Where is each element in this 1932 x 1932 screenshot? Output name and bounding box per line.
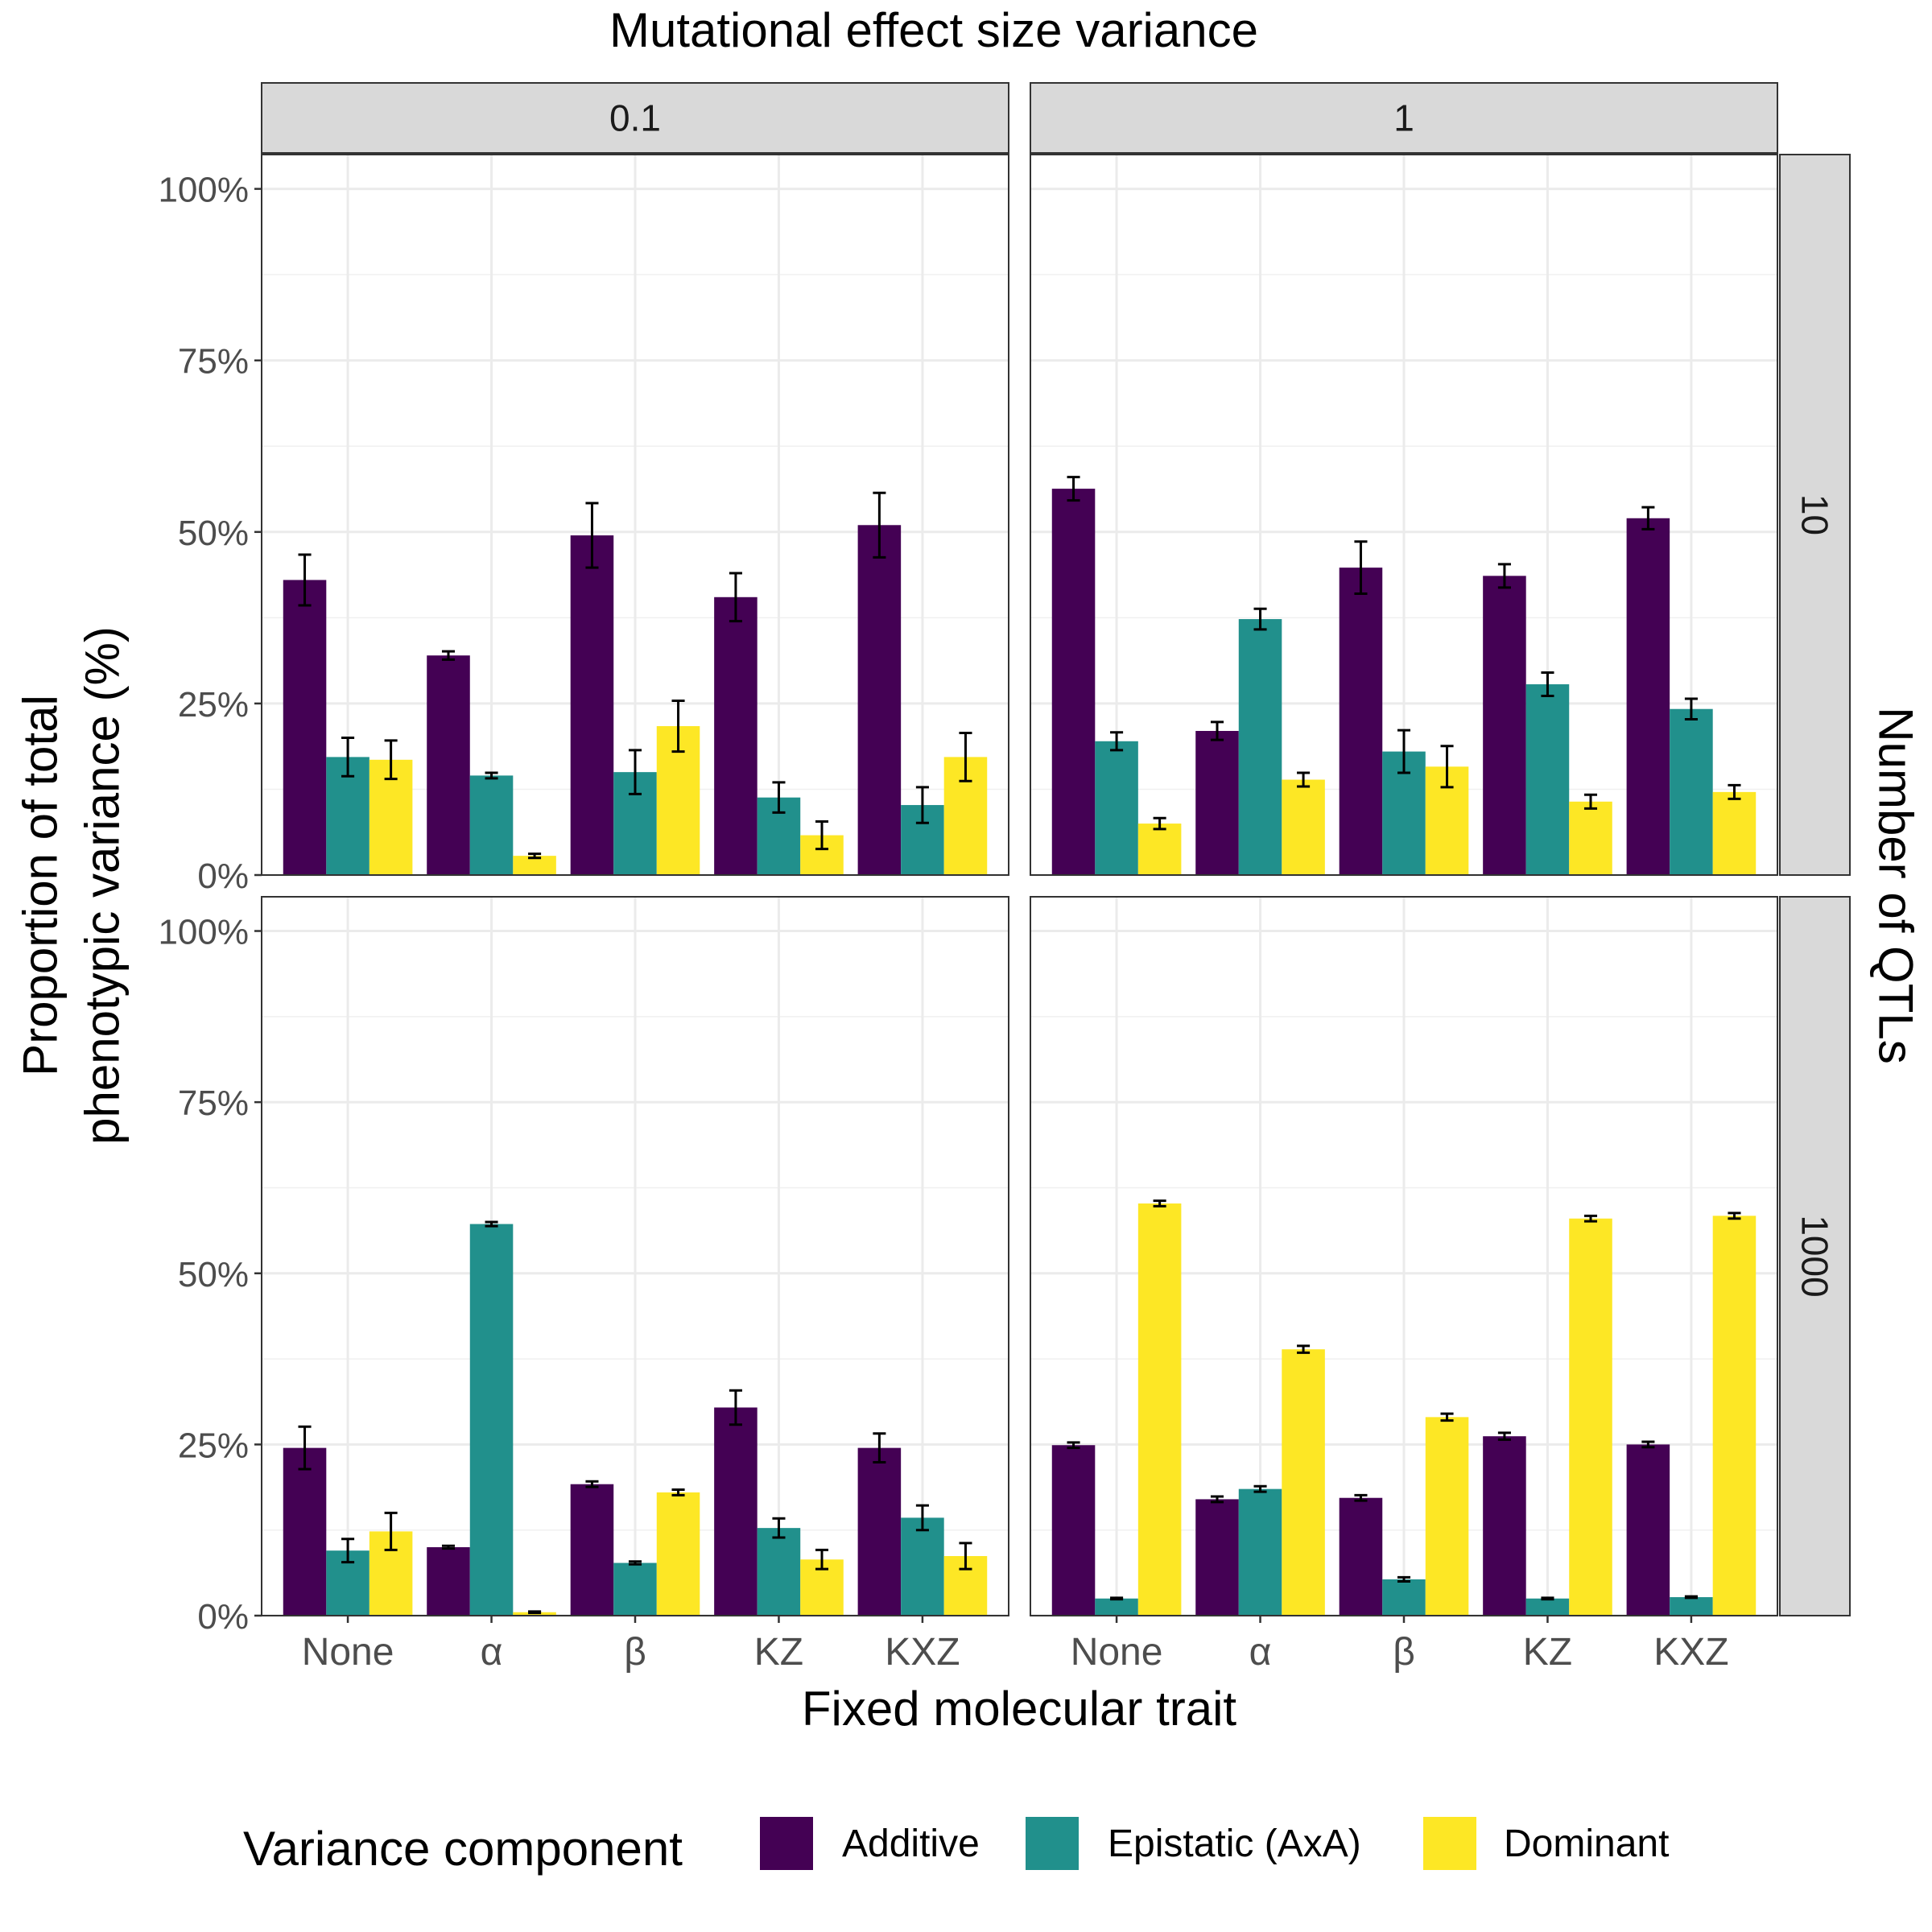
row-strip-label-1: 1000 [1794, 1215, 1836, 1297]
col-strip-0 [261, 82, 1009, 154]
bar-3-0-3 [1483, 1436, 1526, 1616]
legend-key-2 [1423, 1817, 1476, 1870]
bar-3-0-2 [1339, 1497, 1383, 1616]
y-tick-label-1-2: 50% [178, 1255, 249, 1294]
bar-3-2-4 [1712, 1216, 1757, 1616]
y-axis-title-line-2: phenotypic variance (%) [76, 626, 130, 1145]
bar-3-2-1 [1282, 1349, 1325, 1616]
y-tick-label-1-3: 75% [178, 1084, 249, 1123]
bar-3-1-3 [1525, 1598, 1570, 1616]
chart-title: Mutational effect size variance [609, 3, 1258, 57]
bar-1-1-0 [1095, 741, 1138, 875]
y-tick-label-0-3: 75% [178, 342, 249, 382]
bar-1-2-1 [1282, 779, 1325, 875]
y-tick-label-1-0: 0% [197, 1597, 249, 1637]
bar-2-1-3 [757, 1528, 801, 1616]
x-axis-title: Fixed molecular trait [802, 1682, 1237, 1736]
x-tick-label-1-0: None [1071, 1631, 1163, 1674]
bar-0-0-3 [714, 597, 758, 875]
y-tick-label-1-1: 25% [178, 1426, 249, 1465]
bar-0-0-1 [427, 655, 470, 875]
x-tick-label-1-3: KZ [1523, 1631, 1572, 1674]
x-tick-label-1-2: β [1393, 1631, 1415, 1674]
row-strip-label-0: 10 [1794, 494, 1836, 535]
y-tick-label-1-4: 100% [158, 913, 249, 952]
bar-1-0-4 [1626, 518, 1670, 875]
bar-0-1-1 [469, 775, 514, 875]
bar-1-0-0 [1051, 489, 1096, 875]
bar-1-2-0 [1137, 824, 1182, 875]
bar-1-0-1 [1195, 731, 1239, 875]
col-strip-1 [1030, 82, 1778, 154]
legend-title: Variance component [243, 1822, 683, 1876]
y-tick-label-0-2: 50% [178, 514, 249, 553]
bar-1-0-3 [1483, 576, 1526, 875]
panel-border-1 [1030, 154, 1778, 876]
bar-3-1-0 [1095, 1598, 1138, 1616]
bar-1-1-1 [1238, 619, 1282, 875]
bar-2-1-4 [901, 1517, 944, 1616]
bar-0-2-1 [513, 856, 556, 875]
bar-3-1-2 [1382, 1579, 1426, 1616]
bar-1-2-4 [1712, 791, 1757, 875]
x-tick-label-1-1: α [1249, 1631, 1272, 1674]
bar-0-0-2 [570, 535, 614, 875]
legend-key-0 [760, 1817, 813, 1870]
row-strip-1 [1779, 896, 1851, 1616]
bar-2-1-2 [613, 1563, 657, 1616]
legend-label-0: Additive [842, 1823, 980, 1865]
bar-2-0-4 [857, 1447, 902, 1616]
y-tick-label-0-0: 0% [197, 857, 249, 896]
bar-0-0-0 [283, 580, 327, 875]
bar-3-0-0 [1051, 1445, 1096, 1616]
legend-label-1: Epistatic (AxA) [1108, 1823, 1361, 1865]
bar-2-1-1 [469, 1224, 514, 1616]
x-tick-label-1-4: KXZ [1653, 1631, 1728, 1674]
legend-key-1 [1026, 1817, 1079, 1870]
bar-1-2-3 [1569, 801, 1612, 875]
bar-3-2-3 [1569, 1218, 1612, 1616]
bar-2-0-0 [283, 1447, 327, 1616]
bar-3-2-0 [1137, 1203, 1182, 1616]
panel-border-0 [261, 154, 1009, 876]
y-axis-title-line-1: Proportion of total [14, 695, 68, 1076]
bar-2-0-1 [427, 1546, 470, 1616]
x-tick-label-0-4: KXZ [885, 1631, 960, 1674]
row-strip-axis-title: Number of QTLs [1869, 707, 1923, 1063]
bar-2-0-2 [570, 1484, 614, 1616]
bar-1-0-2 [1339, 568, 1383, 875]
bar-1-1-4 [1670, 708, 1713, 875]
bar-3-2-2 [1425, 1417, 1469, 1616]
col-strip-label-1: 1 [1393, 97, 1414, 139]
col-strip-label-0: 0.1 [609, 97, 661, 139]
x-tick-label-0-0: None [302, 1631, 394, 1674]
bar-1-1-3 [1525, 684, 1570, 875]
row-strip-0 [1779, 154, 1851, 876]
x-tick-label-0-1: α [481, 1631, 503, 1674]
bar-3-1-1 [1238, 1488, 1282, 1616]
bar-3-1-4 [1670, 1597, 1713, 1616]
bar-3-0-1 [1195, 1499, 1239, 1616]
bar-2-0-3 [714, 1407, 758, 1616]
x-tick-label-0-2: β [624, 1631, 646, 1674]
y-tick-label-0-4: 100% [158, 171, 249, 210]
y-tick-label-0-1: 25% [178, 685, 249, 724]
x-tick-label-0-3: KZ [754, 1631, 803, 1674]
legend-label-2: Dominant [1504, 1823, 1669, 1865]
bar-2-2-2 [656, 1492, 700, 1616]
bar-0-0-4 [857, 525, 902, 875]
bar-3-0-4 [1626, 1444, 1670, 1616]
